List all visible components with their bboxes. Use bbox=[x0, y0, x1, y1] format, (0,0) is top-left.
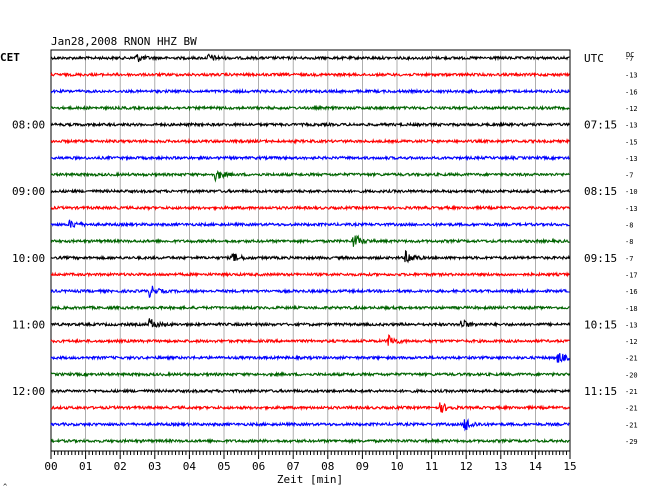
dc-offset-label: -12 bbox=[625, 105, 638, 113]
left-hour-label: 09:00 bbox=[12, 185, 45, 198]
dc-offset-label: -13 bbox=[625, 321, 638, 329]
label-layer: -7 -13 -16 -12 -13 -15 -13 -7 -10 -13 -8 -8 -7 -17 -16… bbox=[12, 52, 638, 446]
trace-row-0 bbox=[50, 53, 570, 63]
dc-offset-label: -13 bbox=[625, 205, 638, 213]
trace-row-1 bbox=[50, 71, 570, 78]
trace-row-22 bbox=[50, 418, 570, 432]
dc-offset-label: -21 bbox=[625, 388, 638, 396]
x-tick-label: 10 bbox=[390, 460, 403, 473]
trace-row-7 bbox=[50, 169, 570, 183]
x-axis-label: Zeit [min] bbox=[277, 473, 343, 486]
trace-row-18 bbox=[50, 352, 570, 363]
dc-offset-label: -13 bbox=[625, 155, 638, 163]
x-tick-label: 11 bbox=[425, 460, 438, 473]
dc-offset-label: -21 bbox=[625, 421, 638, 429]
right-hour-label: 11:15 bbox=[584, 385, 617, 398]
trace-row-10 bbox=[50, 219, 570, 228]
right-hour-label: 10:15 bbox=[584, 318, 617, 331]
x-tick-label: 01 bbox=[79, 460, 92, 473]
dc-offset-label: -21 bbox=[625, 405, 638, 413]
dc-offset-label: -16 bbox=[625, 288, 638, 296]
x-tick-label: 05 bbox=[217, 460, 230, 473]
dc-offset-label: -20 bbox=[625, 371, 638, 379]
trace-row-9 bbox=[50, 204, 570, 212]
trace-row-6 bbox=[50, 154, 570, 162]
x-tick-label: 14 bbox=[529, 460, 543, 473]
dc-offset-label: -7 bbox=[625, 172, 633, 180]
x-tick-label: 07 bbox=[287, 460, 300, 473]
trace-row-14 bbox=[50, 285, 570, 299]
trace-row-16 bbox=[50, 318, 570, 328]
dc-offset-label: -8 bbox=[625, 222, 633, 230]
trace-row-19 bbox=[50, 371, 570, 378]
trace-row-20 bbox=[50, 387, 570, 395]
chart-title: Jan28,2008 RNON HHZ BW bbox=[51, 35, 197, 48]
trace-row-4 bbox=[50, 121, 570, 128]
footer-mark: ^ bbox=[3, 483, 7, 491]
dc-offset-label: -7 bbox=[625, 55, 633, 63]
dc-offset-label: -17 bbox=[625, 271, 638, 279]
dc-offset-label: -18 bbox=[625, 305, 638, 313]
trace-row-2 bbox=[50, 87, 570, 95]
x-axis: 00 01 02 03 04 05 06 07 08 09 10 11 12 13 14 15 bbox=[44, 450, 577, 473]
x-tick-label: 04 bbox=[183, 460, 197, 473]
x-tick-label: 08 bbox=[321, 460, 334, 473]
dc-offset-label: -7 bbox=[625, 255, 633, 263]
x-tick-label: 15 bbox=[563, 460, 576, 473]
dc-offset-label: -13 bbox=[625, 122, 638, 130]
trace-row-17 bbox=[50, 334, 570, 346]
dc-offset-label: -13 bbox=[625, 72, 638, 80]
dc-offset-label: -12 bbox=[625, 338, 638, 346]
trace-row-13 bbox=[50, 271, 570, 278]
left-hour-label: 08:00 bbox=[12, 119, 45, 132]
trace-row-5 bbox=[50, 137, 570, 145]
right-hour-label: UTC bbox=[584, 52, 604, 65]
right-hour-label: 07:15 bbox=[584, 119, 617, 132]
left-hour-label: 10:00 bbox=[12, 252, 45, 265]
trace-row-23 bbox=[50, 437, 570, 445]
x-tick-label: 00 bbox=[44, 460, 57, 473]
trace-row-21 bbox=[50, 402, 570, 413]
dc-offset-label: -10 bbox=[625, 188, 638, 196]
trace-row-15 bbox=[50, 304, 570, 312]
trace-row-11 bbox=[50, 234, 570, 247]
left-timezone-label: CET bbox=[0, 51, 20, 64]
x-tick-label: 12 bbox=[460, 460, 473, 473]
right-hour-label: 09:15 bbox=[584, 252, 617, 265]
right-hour-label: 08:15 bbox=[584, 185, 617, 198]
dc-offset-label: -16 bbox=[625, 88, 638, 96]
x-tick-label: 03 bbox=[148, 460, 161, 473]
left-hour-label: 12:00 bbox=[12, 385, 45, 398]
x-tick-label: 06 bbox=[252, 460, 265, 473]
x-tick-label: 13 bbox=[494, 460, 507, 473]
trace-layer bbox=[50, 53, 570, 445]
x-tick-label: 09 bbox=[356, 460, 369, 473]
trace-row-12 bbox=[50, 249, 570, 264]
grid-layer bbox=[50, 49, 571, 452]
left-hour-label: 11:00 bbox=[12, 318, 45, 331]
trace-row-8 bbox=[50, 187, 570, 195]
trace-row-3 bbox=[50, 104, 570, 112]
dc-offset-label: -15 bbox=[625, 138, 638, 146]
x-tick-label: 02 bbox=[114, 460, 127, 473]
dc-offset-label: -8 bbox=[625, 238, 633, 246]
offset-header: DC bbox=[626, 51, 634, 59]
dc-offset-label: -21 bbox=[625, 355, 638, 363]
dc-offset-label: -29 bbox=[625, 438, 638, 446]
